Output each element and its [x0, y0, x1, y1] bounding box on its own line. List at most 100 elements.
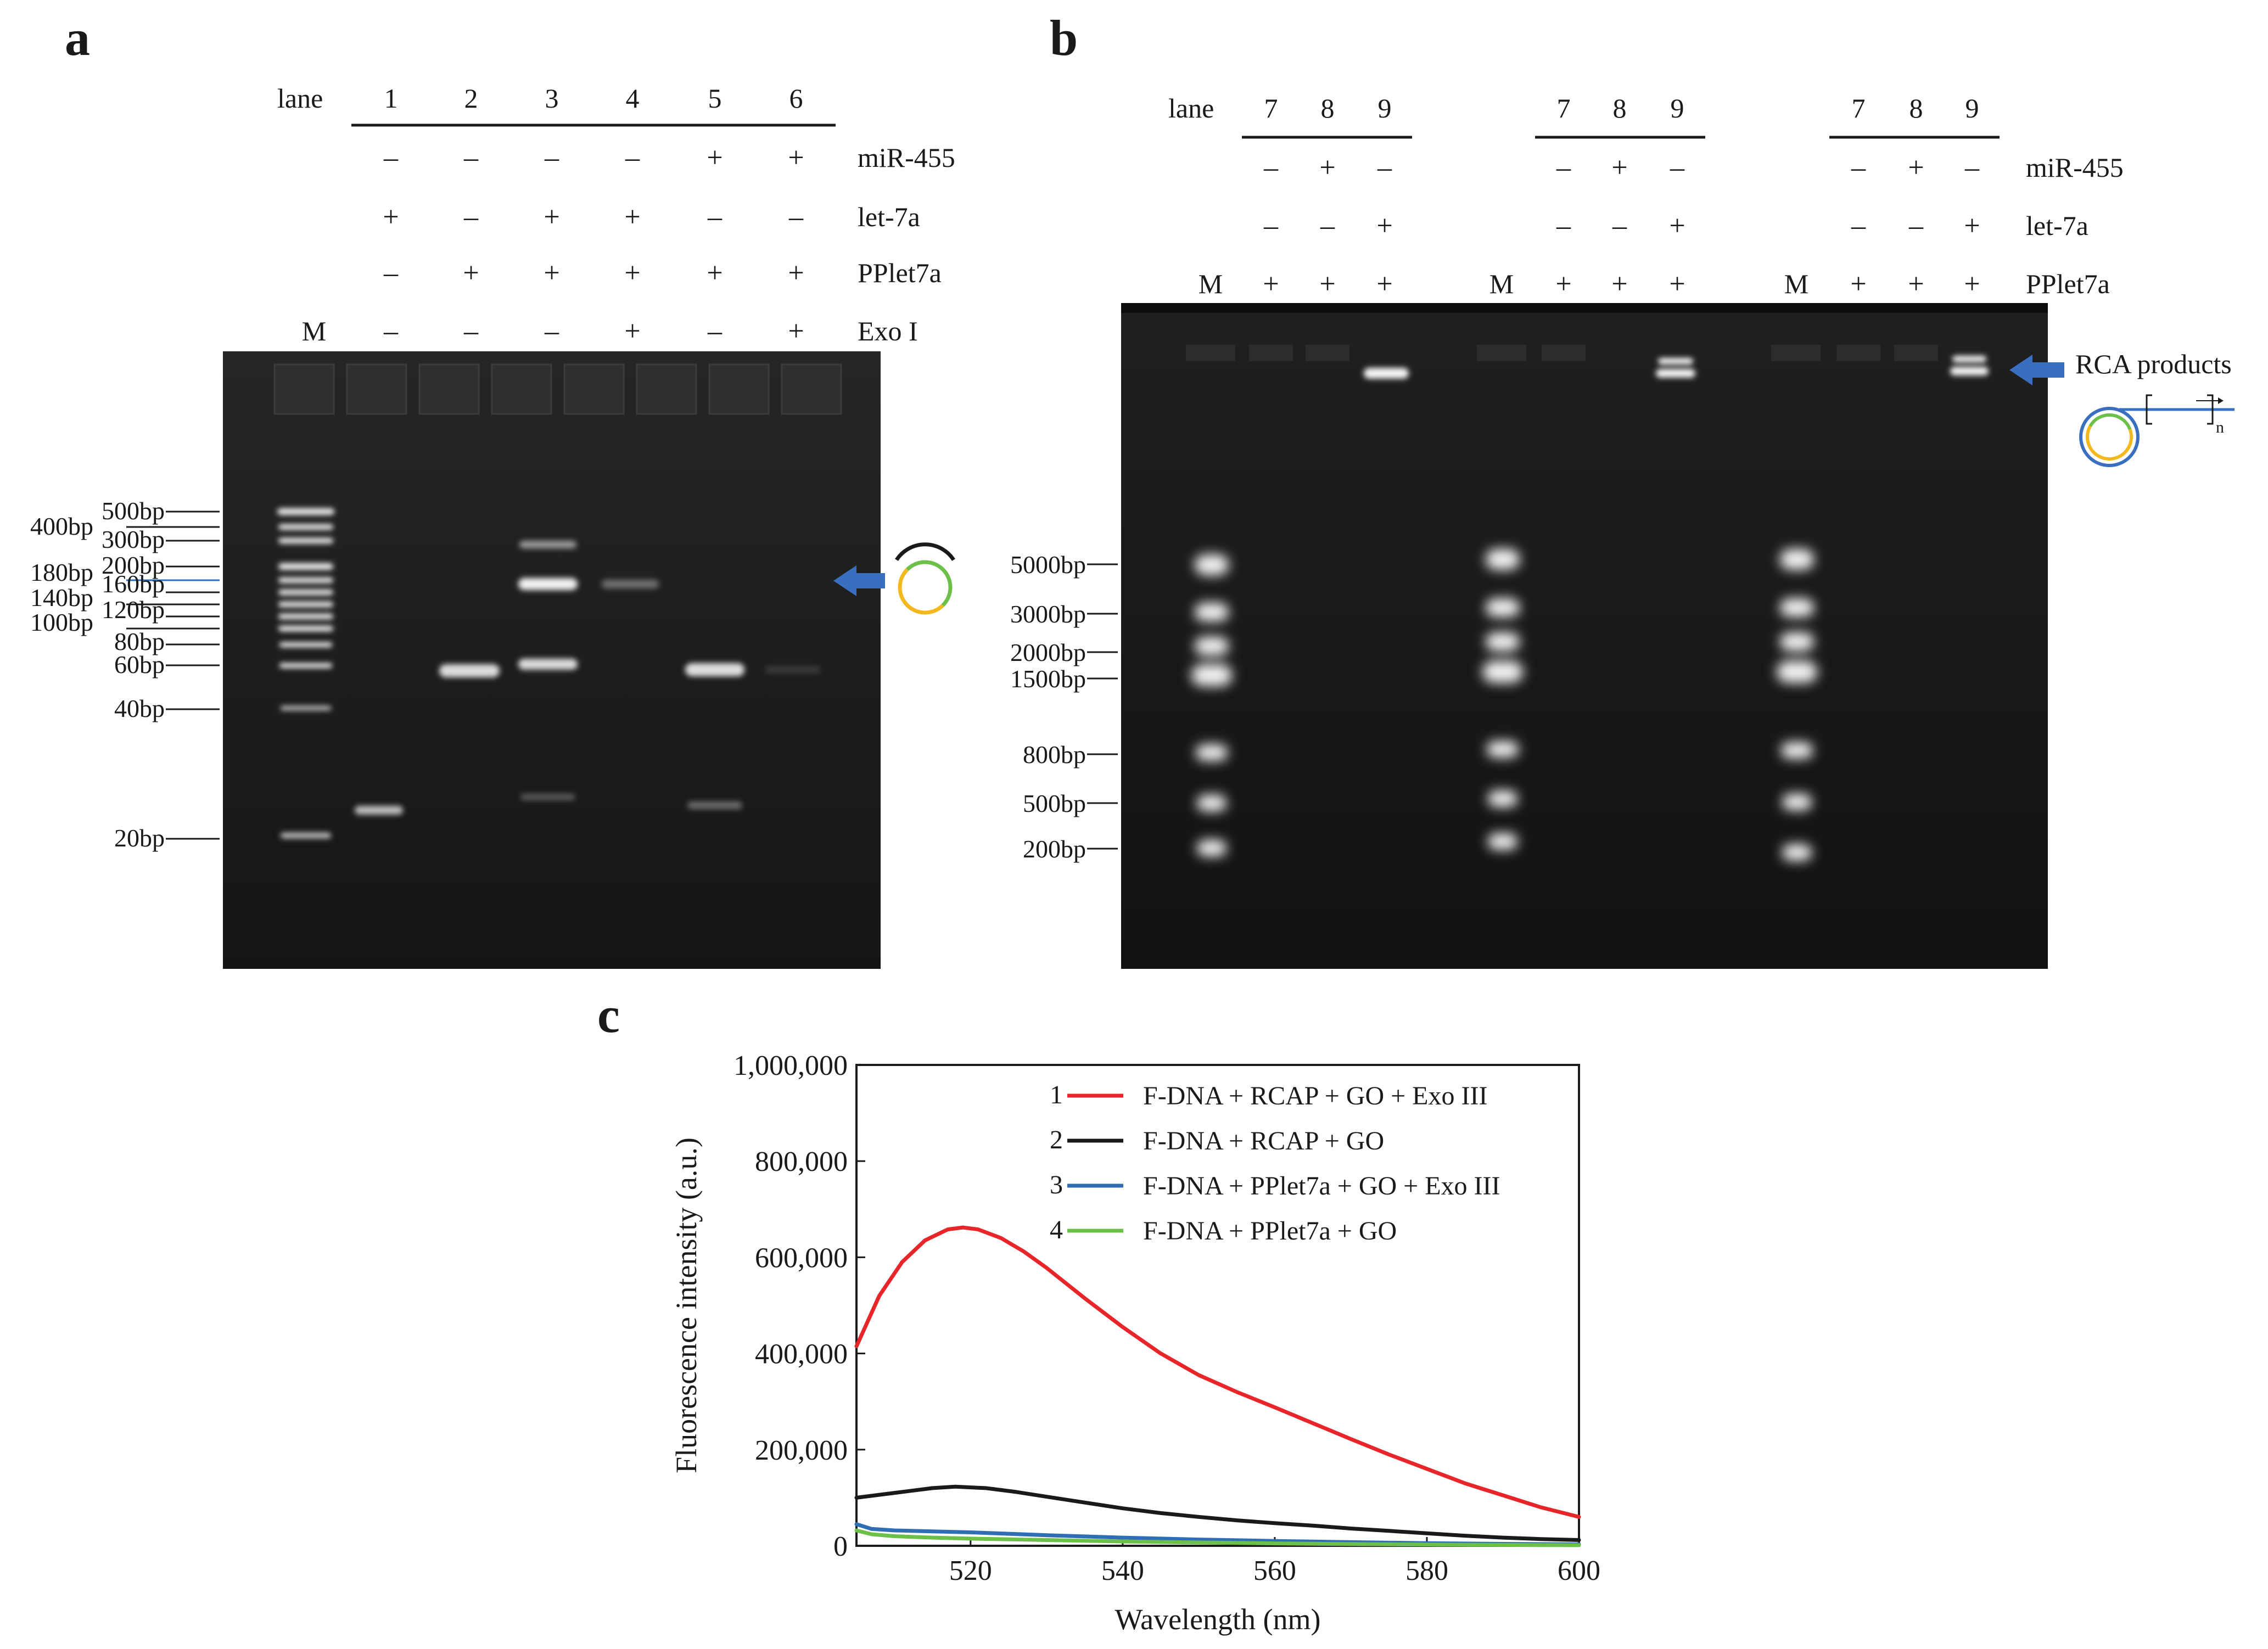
gel-b-well	[1771, 345, 1821, 361]
probe-circle-icon	[898, 560, 953, 615]
panel-b-letter: b	[1050, 10, 1078, 66]
panel-a-sign: –	[383, 142, 399, 173]
ladder-label: 60bp	[114, 650, 165, 678]
panel-b-sign: +	[1964, 210, 1980, 242]
panel-b-lane-number: 8	[1613, 93, 1627, 124]
series-line-1	[854, 1225, 1581, 1519]
gel-a-ladder-band	[281, 706, 331, 710]
gel-b-ladder-band	[1486, 549, 1520, 570]
panel-a-sign: –	[625, 142, 640, 173]
ladder-label: 200bp	[1023, 835, 1086, 863]
gel-a-marker-lane	[277, 508, 334, 838]
panel-a-sign: +	[788, 316, 804, 347]
gel-a-band-lane5-faint	[687, 801, 742, 809]
panel-b-sign: +	[1850, 268, 1866, 300]
ladder-label: 3000bp	[1010, 600, 1086, 628]
panel-a-lane-3: 3	[545, 83, 559, 114]
gel-b-ladder-2	[1482, 549, 1523, 850]
panel-b-condition-label: let-7a	[2026, 210, 2088, 241]
bracket-left-icon	[2146, 394, 2152, 425]
panel-a-sign: –	[544, 316, 559, 347]
gel-b-ladder-band	[1782, 844, 1812, 861]
x-axis: 520 540 560 580 600	[949, 1537, 1600, 1586]
gel-b-ladder-3	[1777, 549, 1817, 861]
panel-a-condition-label: miR-455	[858, 142, 955, 173]
gel-b-ladder-band	[1195, 603, 1229, 621]
panel-b-sign: +	[1376, 268, 1392, 300]
gel-a-ladder-band	[278, 590, 333, 595]
gel-b-rca-bands	[1364, 356, 1989, 379]
gel-b-ladder-band	[1781, 742, 1813, 759]
panel-a-marker-label: M	[302, 316, 326, 346]
panel-a-sign: +	[624, 201, 640, 233]
gel-a-band-lane1-let7a	[355, 806, 403, 815]
gel-b-rca-band-group-3-upper	[1952, 356, 1986, 362]
bracket-right-icon	[2207, 394, 2214, 425]
panel-a-row-pplet7a: – + + + + + PPlet7a	[383, 257, 942, 289]
panel-a-sign: +	[788, 257, 804, 289]
gel-b-well	[1306, 345, 1349, 361]
gel-b-well	[1542, 345, 1586, 361]
gel-b-ladder-band	[1780, 549, 1814, 570]
panel-c-letter: c	[597, 987, 620, 1043]
x-axis-title: Wavelength (nm)	[1115, 1603, 1320, 1636]
panel-b-lane-number: 7	[1264, 93, 1278, 124]
gel-a-ladder-band	[278, 538, 333, 543]
panel-a-row-mir455: – – – – + + miR-455	[383, 142, 955, 173]
y-axis: 0 200,000 400,000 600,000 800,000 1,000,000	[733, 1050, 865, 1562]
panel-a-lane-1: 1	[384, 83, 398, 114]
gel-b-ladder-band	[1780, 598, 1814, 617]
panel-c: c 520 540 560 580 600 0 200,000 400,000 600,000…	[597, 987, 1600, 1636]
panel-b-sign: +	[1376, 210, 1392, 242]
gel-b-background	[1121, 303, 2048, 969]
gel-b-well	[1249, 345, 1293, 361]
gel-a-band-lane4-faint	[602, 580, 659, 588]
panel-b-sign: +	[1908, 152, 1924, 183]
ladder-label: 2000bp	[1010, 638, 1086, 666]
blue-arrow-icon	[833, 565, 885, 596]
panel-b-condition-label: miR-455	[2026, 152, 2124, 183]
ladder-label: 120bp	[102, 596, 165, 624]
gel-a-band-lane3-upper	[519, 541, 576, 548]
ladder-label: 40bp	[114, 694, 165, 722]
gel-a-well	[563, 363, 625, 415]
rca-product-schematic-icon: n	[2079, 394, 2235, 467]
gel-b-well	[1836, 345, 1880, 361]
panel-b-lane-number: 8	[1909, 93, 1923, 124]
panel-b: b lane 7 8 9 – + – – – + M + + + 7 8 9 –…	[1010, 10, 2235, 969]
gel-a-ladder-band	[279, 663, 332, 668]
gel-b-ladder-band	[1197, 840, 1227, 856]
gel-a-ladder-band	[277, 508, 334, 515]
panel-a-lane-4: 4	[626, 83, 640, 114]
gel-b-ladder-band	[1488, 790, 1517, 807]
panel-b-lane-number: 9	[1378, 93, 1392, 124]
ladder-label: 180bp	[30, 558, 93, 586]
panel-b-sign: +	[1669, 210, 1685, 242]
series-line-4	[854, 1528, 1581, 1547]
legend-label: F-DNA + PPlet7a + GO	[1143, 1216, 1397, 1246]
panel-b-sign: +	[1319, 268, 1335, 300]
rca-products-label: RCA products	[2075, 349, 2232, 379]
gel-a-ladder-band	[278, 563, 333, 570]
target-strand-icon	[895, 542, 955, 561]
gel-b-ladder-band	[1780, 632, 1814, 651]
panel-b-sign: +	[1611, 152, 1627, 183]
legend-label: F-DNA + RCAP + GO	[1143, 1126, 1384, 1156]
gel-b-well	[1477, 345, 1526, 361]
gel-b-ladder-band	[1486, 598, 1520, 617]
panel-b-sign: –	[1908, 210, 1924, 242]
x-tick-label: 520	[949, 1555, 992, 1586]
gel-b-rca-band-group-3-lower	[1950, 367, 1989, 375]
ladder-label: 80bp	[114, 627, 165, 655]
panel-b-sign: +	[1555, 268, 1571, 300]
gel-a-band-lane3-probe	[518, 659, 578, 670]
y-tick-label: 400,000	[755, 1339, 848, 1370]
panel-b-marker-label: M	[1199, 268, 1223, 299]
panel-b-sign: –	[1612, 210, 1627, 242]
gel-b-ladder-band	[1486, 632, 1520, 651]
gel-a-well	[273, 363, 335, 415]
gel-a-well	[418, 363, 480, 415]
panel-b-sign: –	[1556, 152, 1571, 183]
gel-a-ladder-band	[279, 642, 332, 647]
